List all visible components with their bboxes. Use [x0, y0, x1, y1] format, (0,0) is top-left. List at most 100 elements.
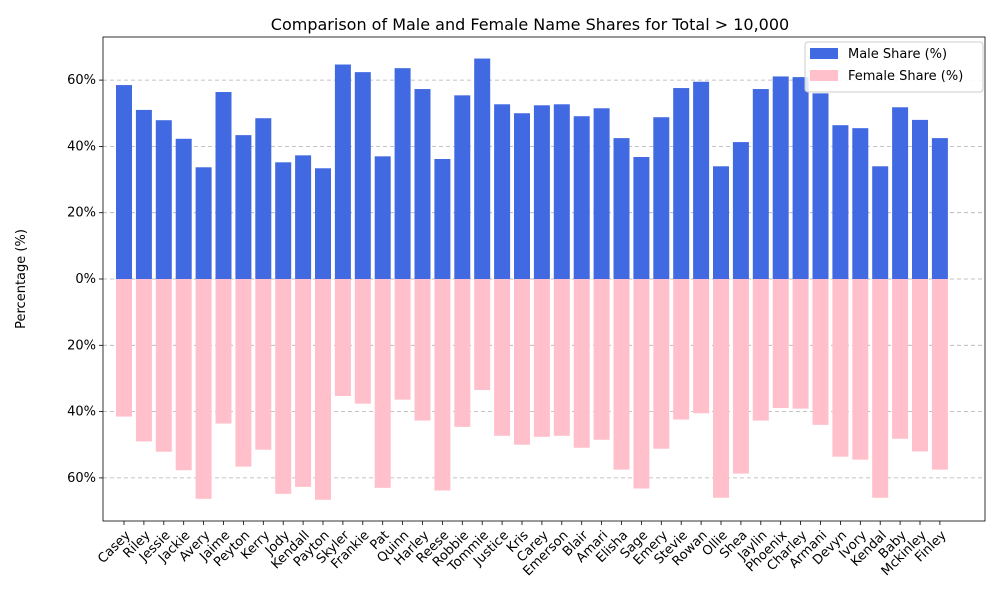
- bar-female-jessie: [155, 279, 172, 452]
- y-tick-label: 40%: [67, 405, 96, 420]
- bar-male-rowan: [693, 81, 710, 280]
- bar-female-robbie: [454, 279, 471, 427]
- bar-female-jody: [275, 279, 292, 494]
- bar-female-kerry: [255, 279, 272, 450]
- bar-male-ivory: [852, 128, 869, 279]
- bar-male-charley: [792, 77, 809, 279]
- bar-female-payton: [315, 279, 331, 500]
- bar-female-frankie: [354, 279, 371, 404]
- bar-female-kris: [514, 279, 530, 445]
- bar-female-charley: [792, 279, 809, 409]
- bar-female-tommie: [474, 279, 491, 391]
- chart-title: Comparison of Male and Female Name Share…: [271, 15, 789, 34]
- bars: [116, 58, 948, 500]
- bar-male-jessie: [155, 120, 172, 279]
- bar-female-kendall: [295, 279, 312, 487]
- legend-label-female: Female Share (%): [848, 69, 963, 84]
- bar-male-payton: [315, 168, 331, 279]
- bar-male-kendal: [872, 166, 889, 279]
- bar-female-pat: [374, 279, 391, 488]
- bar-female-jaime: [215, 279, 232, 424]
- bar-male-jaime: [215, 92, 232, 279]
- bar-female-ivory: [852, 279, 869, 460]
- legend-swatch-female: [810, 70, 838, 81]
- bar-male-peyton: [235, 135, 252, 279]
- legend: Male Share (%) Female Share (%): [804, 41, 984, 93]
- bar-female-emery: [653, 279, 670, 449]
- bar-female-elisha: [613, 279, 630, 470]
- bar-male-casey: [116, 85, 132, 279]
- bar-female-stevie: [673, 279, 690, 420]
- bar-male-emery: [653, 117, 670, 279]
- bar-male-ollie: [713, 166, 729, 279]
- bar-male-skyler: [334, 64, 351, 279]
- bar-male-jackie: [175, 138, 192, 279]
- y-tick-label: 20%: [67, 206, 96, 221]
- bar-female-casey: [116, 279, 132, 417]
- bar-female-reese: [434, 279, 451, 491]
- bar-female-ollie: [713, 279, 729, 498]
- bar-female-skyler: [334, 279, 351, 397]
- bar-male-tommie: [474, 58, 491, 280]
- bar-male-kris: [514, 113, 530, 279]
- bar-male-blair: [573, 116, 590, 280]
- legend-box: [804, 41, 984, 93]
- plot-frame: [102, 36, 986, 522]
- bar-male-riley: [135, 109, 152, 279]
- y-tick-label: 0%: [75, 272, 96, 287]
- bar-female-jackie: [175, 279, 192, 471]
- bar-male-harley: [414, 89, 431, 280]
- legend-label-male: Male Share (%): [848, 47, 947, 62]
- bar-female-avery: [195, 279, 212, 499]
- bar-male-emerson: [553, 104, 570, 279]
- bar-male-reese: [434, 158, 451, 279]
- bar-male-jaylin: [752, 89, 769, 280]
- bar-female-peyton: [235, 279, 252, 467]
- bar-female-harley: [414, 279, 431, 421]
- bar-female-phoenix: [772, 279, 789, 408]
- bar-male-sage: [633, 157, 650, 279]
- y-tick-label: 40%: [67, 139, 96, 154]
- bar-female-baby: [892, 279, 909, 439]
- bar-female-carey: [533, 279, 550, 437]
- bar-male-kerry: [255, 118, 272, 279]
- bar-male-devyn: [832, 125, 849, 280]
- bar-male-mckinley: [912, 119, 928, 279]
- bar-female-justice: [494, 279, 511, 436]
- bar-male-amari: [593, 108, 610, 279]
- bar-female-finley: [931, 279, 948, 470]
- bar-female-shea: [732, 279, 749, 474]
- bar-female-mckinley: [912, 279, 928, 452]
- bar-male-kendall: [295, 155, 312, 279]
- bar-female-kendal: [872, 279, 889, 498]
- bar-male-armani: [812, 93, 829, 279]
- bar-female-riley: [135, 279, 152, 442]
- bar-female-blair: [573, 279, 590, 448]
- bar-male-quinn: [394, 68, 411, 279]
- bar-female-rowan: [693, 279, 710, 414]
- bar-male-elisha: [613, 138, 630, 279]
- bar-male-avery: [195, 167, 212, 279]
- bar-male-pat: [374, 156, 391, 279]
- y-tick-label: 20%: [67, 338, 96, 353]
- y-tick-label: 60%: [67, 471, 96, 486]
- bar-female-sage: [633, 279, 650, 489]
- bar-male-baby: [892, 107, 909, 279]
- bar-female-emerson: [553, 279, 570, 436]
- bar-male-stevie: [673, 88, 690, 279]
- bar-male-robbie: [454, 95, 471, 279]
- bar-male-shea: [732, 142, 749, 279]
- bar-female-quinn: [394, 279, 411, 400]
- legend-swatch-male: [810, 48, 838, 59]
- bar-male-finley: [931, 138, 948, 279]
- bar-male-justice: [494, 104, 511, 279]
- bar-male-jody: [275, 162, 292, 279]
- bar-female-amari: [593, 279, 610, 440]
- bar-male-phoenix: [772, 76, 789, 280]
- bar-female-devyn: [832, 279, 849, 457]
- bar-female-jaylin: [752, 279, 769, 421]
- bar-male-carey: [533, 105, 550, 280]
- y-axis-label: Percentage (%): [14, 229, 29, 329]
